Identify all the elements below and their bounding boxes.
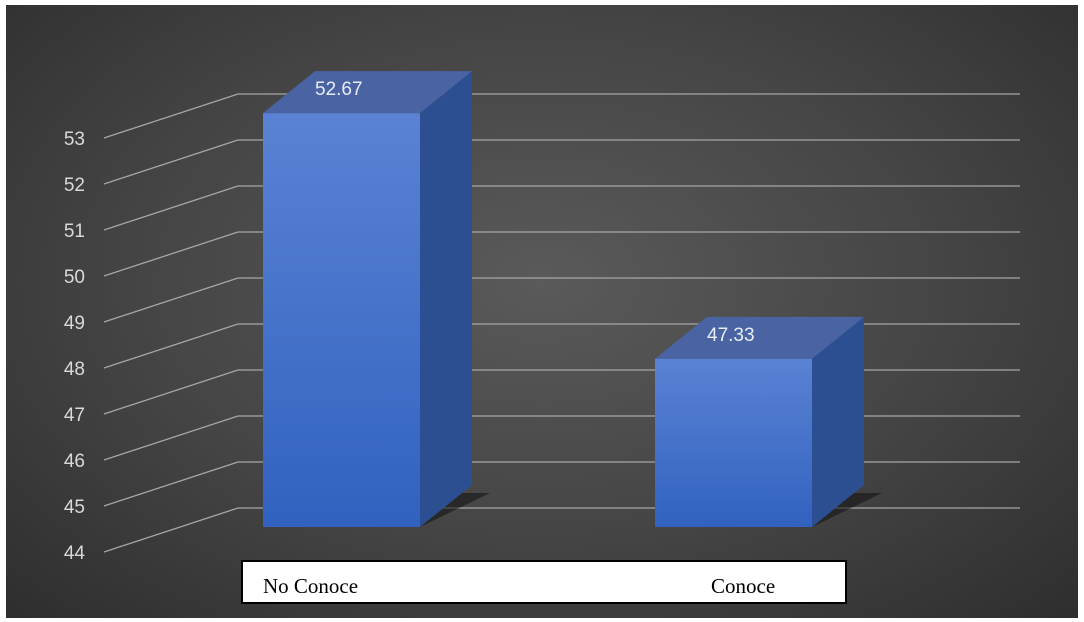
gridline-depth: [103, 369, 239, 415]
gridline-depth: [103, 461, 239, 507]
bars: 52.67 47.33: [263, 71, 882, 528]
gridline-depth: [103, 139, 239, 185]
y-tick-label: 45: [64, 497, 85, 518]
grid-lines: [103, 93, 1020, 553]
gridline-depth: [103, 277, 239, 323]
y-tick-label: 50: [64, 267, 85, 288]
bar-side: [812, 316, 864, 527]
y-tick-label: 44: [64, 543, 86, 564]
y-tick-label: 47: [64, 405, 85, 426]
y-tick-label: 53: [64, 129, 85, 150]
category-label-conoce: Conoce: [711, 574, 776, 598]
chart-area: [6, 5, 1078, 618]
bar-top: [263, 71, 472, 114]
bar-side: [420, 71, 472, 528]
bar-no-conoce: [263, 113, 420, 528]
gridline-depth: [103, 415, 239, 461]
gridline-depth: [103, 93, 239, 139]
gridline-depth: [103, 231, 239, 277]
bar-conoce: [655, 358, 812, 527]
gridline-depth: [103, 507, 239, 553]
category-label-no-conoce: No Conoce: [263, 574, 359, 598]
bar-top: [655, 316, 864, 359]
y-tick-label: 48: [64, 359, 85, 380]
data-label: 47.33: [707, 325, 755, 346]
y-axis: 44 45 46 47 48 49 50 51 52 53: [64, 129, 86, 564]
gridline-depth: [103, 323, 239, 369]
data-label: 52.67: [315, 79, 363, 100]
gridline-depth: [103, 185, 239, 231]
y-tick-label: 46: [64, 451, 85, 472]
y-tick-label: 49: [64, 313, 85, 334]
y-tick-label: 52: [64, 175, 85, 196]
y-tick-label: 51: [64, 221, 85, 242]
category-axis: No Conoce Conoce: [241, 560, 847, 604]
